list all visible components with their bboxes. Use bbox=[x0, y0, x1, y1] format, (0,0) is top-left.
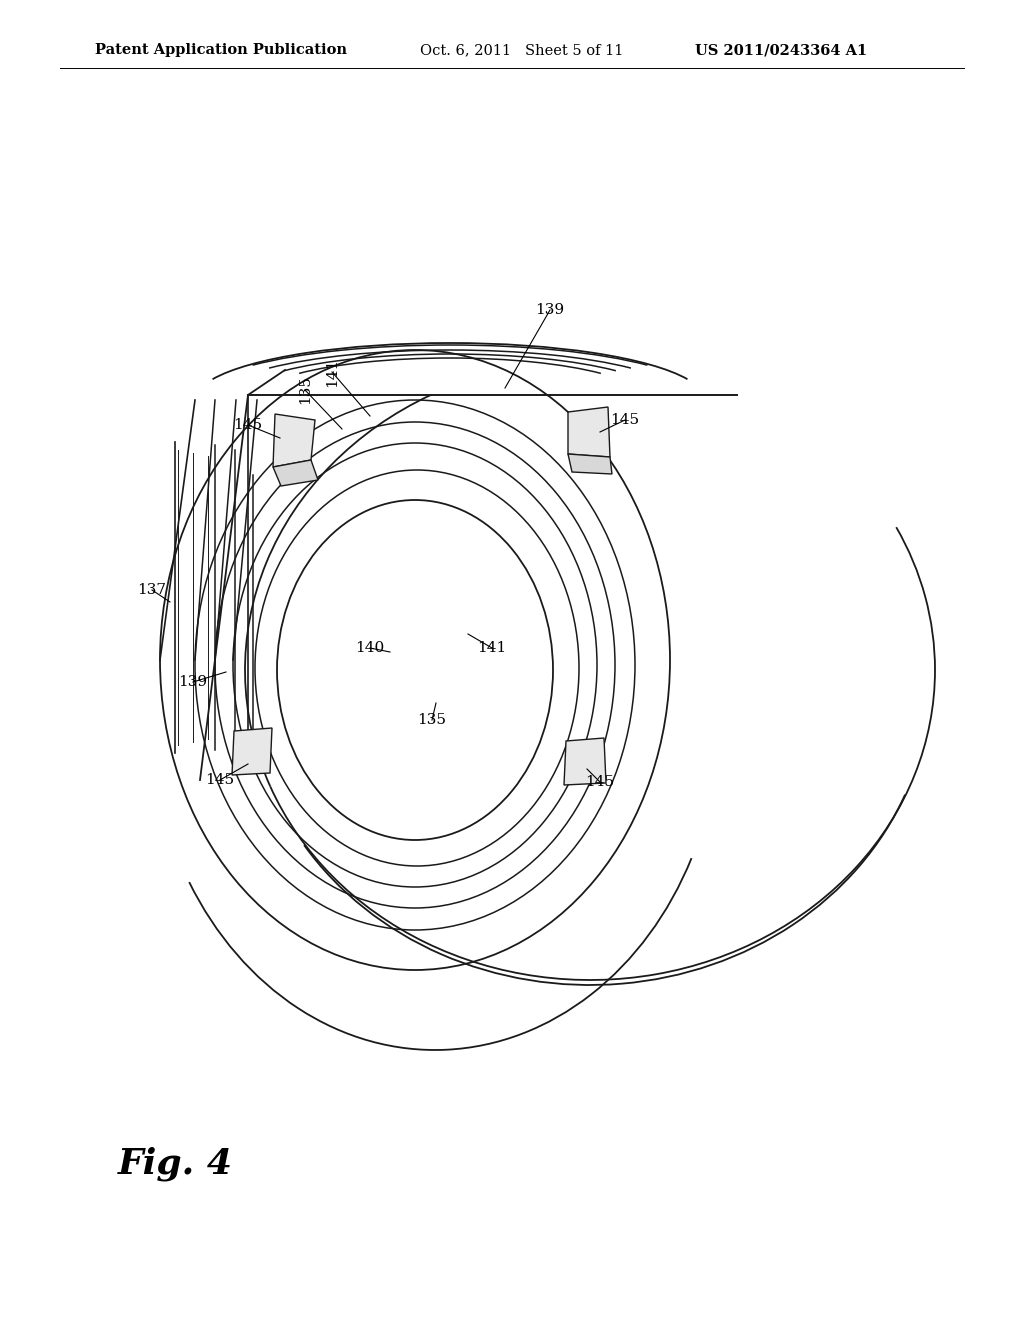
Text: Fig. 4: Fig. 4 bbox=[118, 1147, 232, 1181]
Text: 137: 137 bbox=[137, 583, 167, 597]
Polygon shape bbox=[564, 738, 606, 785]
Text: 145: 145 bbox=[586, 775, 614, 789]
Text: 145: 145 bbox=[610, 413, 640, 426]
Text: US 2011/0243364 A1: US 2011/0243364 A1 bbox=[695, 44, 867, 57]
Text: Patent Application Publication: Patent Application Publication bbox=[95, 44, 347, 57]
Text: 145: 145 bbox=[233, 418, 262, 432]
Text: 140: 140 bbox=[355, 642, 385, 655]
Text: 139: 139 bbox=[536, 304, 564, 317]
Text: Oct. 6, 2011   Sheet 5 of 11: Oct. 6, 2011 Sheet 5 of 11 bbox=[420, 44, 624, 57]
Polygon shape bbox=[232, 729, 272, 775]
Text: 139: 139 bbox=[178, 675, 208, 689]
Polygon shape bbox=[273, 414, 315, 467]
Text: 141: 141 bbox=[325, 358, 339, 387]
Polygon shape bbox=[568, 407, 610, 457]
Text: 135: 135 bbox=[418, 713, 446, 727]
Text: 145: 145 bbox=[206, 774, 234, 787]
Polygon shape bbox=[273, 459, 318, 486]
Polygon shape bbox=[568, 454, 612, 474]
Text: 135: 135 bbox=[298, 375, 312, 404]
Text: 141: 141 bbox=[477, 642, 507, 655]
